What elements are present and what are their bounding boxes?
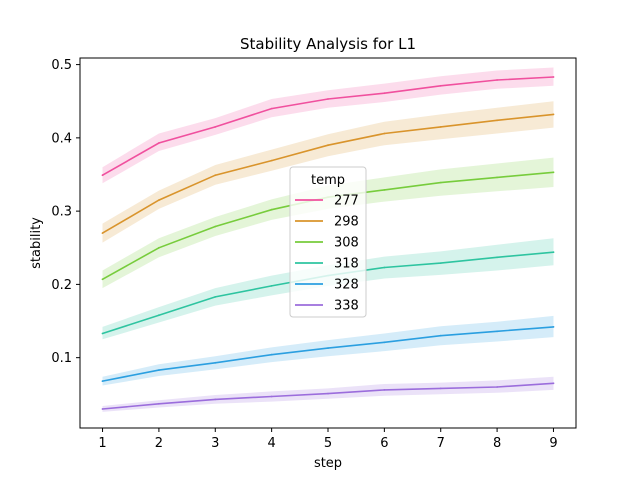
point-temp-328-step-7 [439,334,442,337]
point-temp-308-step-6 [383,189,386,191]
point-temp-328-step-2 [158,369,160,371]
point-temp-338-step-4 [270,395,273,398]
y-axis-label: stability [29,217,44,269]
point-temp-277-step-8 [496,79,498,81]
point-temp-277-step-2 [158,142,160,144]
point-temp-277-step-6 [383,92,386,95]
band-temp-328 [102,315,554,386]
x-tick-label: 6 [380,436,388,451]
point-temp-308-step-8 [496,176,498,179]
point-temp-328-step-4 [270,353,273,356]
point-temp-318-step-6 [383,266,386,269]
point-temp-318-step-8 [496,256,498,259]
point-temp-298-step-1 [101,232,104,235]
legend-label-328: 328 [334,278,359,293]
x-axis-label: step [314,456,342,471]
point-temp-338-step-2 [158,402,160,405]
x-axis: 1 2 3 4 5 6 7 8 9 [98,428,558,451]
x-tick-label: 1 [98,436,106,451]
point-temp-308-step-3 [214,225,217,228]
x-tick-label: 2 [155,436,163,451]
point-temp-298-step-5 [327,144,329,147]
legend-label-277: 277 [334,194,359,209]
x-tick-label: 9 [549,436,557,451]
point-temp-318-step-1 [101,332,104,335]
point-temp-298-step-9 [552,113,555,116]
legend-label-318: 318 [334,257,359,272]
point-temp-338-step-1 [101,408,104,410]
band-temp-308 [102,157,554,289]
point-temp-328-step-8 [496,330,498,333]
point-temp-318-step-2 [158,314,160,317]
legend-label-308: 308 [334,236,359,251]
x-tick-label: 7 [437,436,445,451]
y-tick-label: 0.1 [51,351,72,366]
point-temp-338-step-7 [439,387,442,390]
chart-title: Stability Analysis for L1 [240,35,416,53]
point-temp-277-step-5 [327,98,329,100]
point-temp-328-step-5 [327,347,329,349]
point-temp-298-step-7 [439,126,442,128]
point-temp-277-step-1 [101,174,104,177]
x-tick-label: 8 [493,436,501,451]
point-temp-318-step-7 [439,262,442,264]
point-temp-328-step-6 [383,341,386,344]
y-tick-label: 0.3 [51,205,72,220]
legend-label-338: 338 [334,299,359,314]
y-tick-label: 0.5 [51,58,72,73]
point-temp-277-step-3 [214,126,217,128]
legend-label-298: 298 [334,215,359,230]
point-temp-328-step-9 [552,326,555,328]
y-tick-label: 0.2 [51,278,72,293]
point-temp-328-step-3 [214,361,217,364]
point-temp-338-step-8 [496,386,498,388]
point-temp-318-step-3 [214,296,217,298]
point-temp-318-step-9 [552,251,555,254]
x-tick-label: 4 [267,436,275,451]
x-tick-label: 5 [324,436,332,451]
point-temp-308-step-1 [101,278,104,281]
point-temp-298-step-8 [496,119,498,122]
point-temp-338-step-9 [552,382,555,385]
point-temp-298-step-6 [383,132,386,135]
point-temp-338-step-6 [383,389,386,391]
point-temp-308-step-4 [270,208,273,211]
point-temp-298-step-3 [214,174,217,177]
point-temp-308-step-2 [158,246,160,249]
point-temp-298-step-4 [270,159,273,162]
point-temp-338-step-5 [327,392,329,395]
point-temp-277-step-7 [439,84,442,87]
legend: temp 277 298 308 318 328 338 [289,166,367,318]
point-temp-277-step-4 [270,107,273,110]
band-temp-298 [102,101,554,243]
y-axis: 0.1 0.2 0.3 0.4 0.5 [51,58,80,366]
point-temp-298-step-2 [158,199,160,202]
point-temp-277-step-9 [552,76,555,78]
point-temp-328-step-1 [101,380,104,382]
legend-box [289,166,367,318]
point-temp-308-step-9 [552,171,555,174]
point-temp-308-step-7 [439,181,442,184]
point-temp-338-step-3 [214,398,217,401]
legend-title: temp [311,173,345,188]
point-temp-318-step-4 [270,285,273,287]
y-tick-label: 0.4 [51,131,72,146]
x-tick-label: 3 [211,436,219,451]
